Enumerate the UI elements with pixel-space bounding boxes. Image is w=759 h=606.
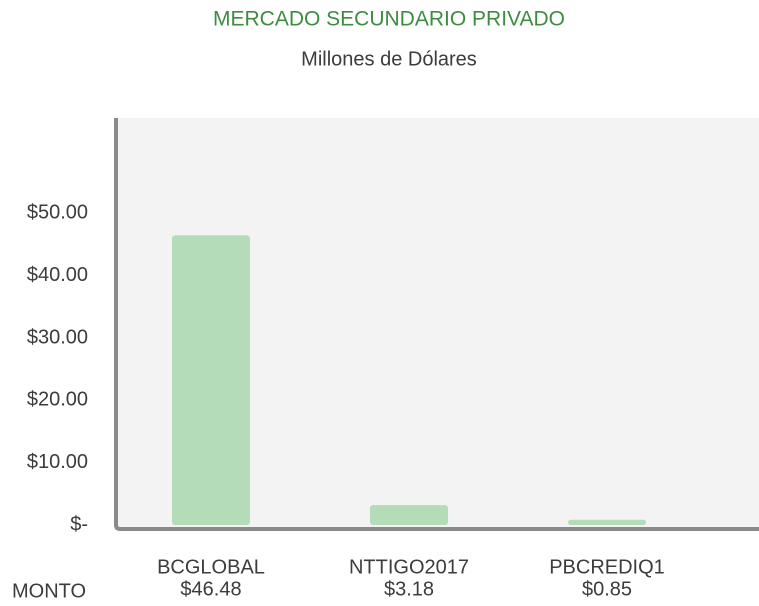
chart-subtitle: Millones de Dólares [301,48,477,70]
y-tick-label: $10.00 [27,451,88,473]
value-label: $0.85 [582,578,632,600]
bar [568,519,646,525]
y-tick-label: $30.00 [27,326,88,348]
row-label: MONTO [12,580,86,602]
x-tick-label: NTTIGO2017 [349,556,469,578]
value-label: $46.48 [180,578,241,600]
axis-frame [114,118,759,531]
bar [172,235,250,525]
value-label: $3.18 [384,578,434,600]
chart-title: MERCADO SECUNDARIO PRIVADO [213,8,565,31]
y-tick-label: $- [70,513,88,535]
y-tick-label: $40.00 [27,264,88,286]
y-tick-label: $20.00 [27,389,88,411]
bar [370,505,448,525]
x-tick-label: PBCREDIQ1 [549,556,665,578]
x-tick-label: BCGLOBAL [157,556,265,578]
y-tick-label: $50.00 [27,202,88,224]
